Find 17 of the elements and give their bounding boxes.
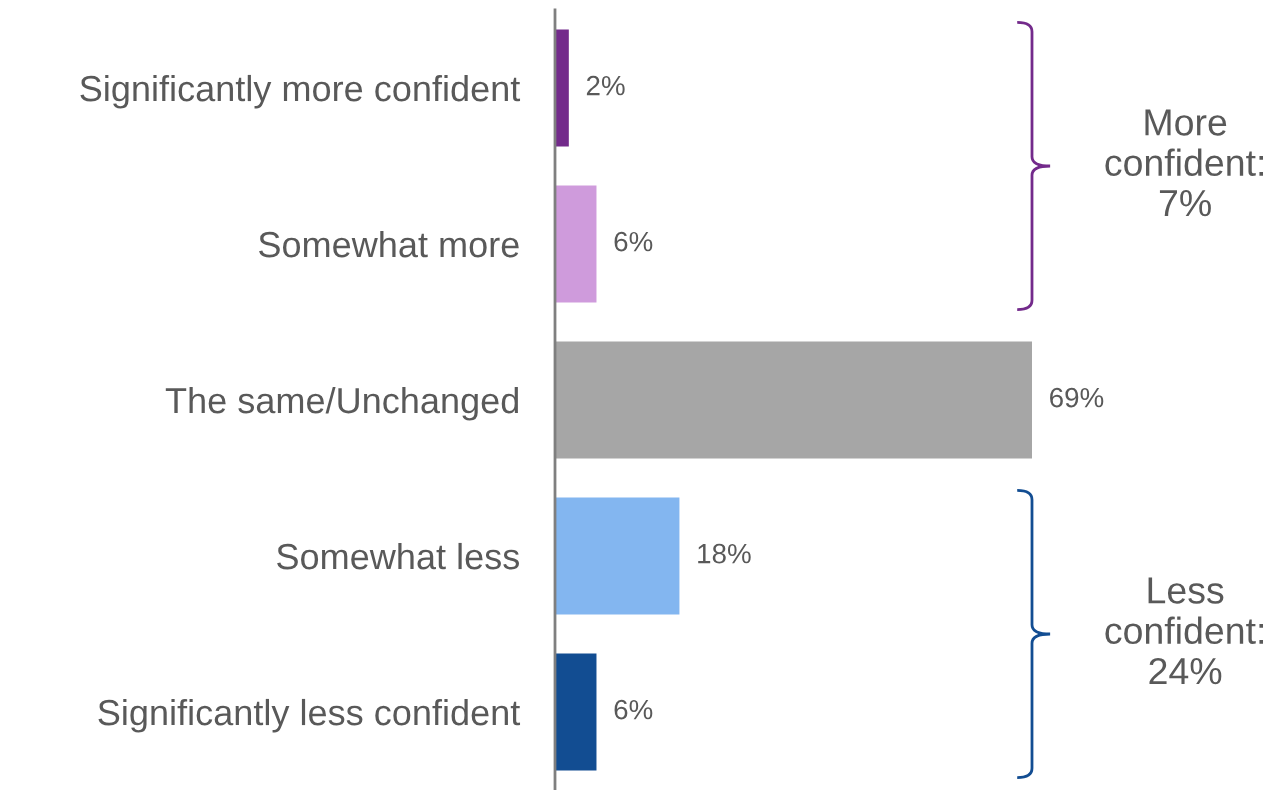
bar [555, 29, 569, 147]
bar [555, 341, 1032, 459]
bar [555, 653, 597, 771]
y-tick-label: Significantly less confident [98, 698, 521, 733]
y-tick-label: Significantly more confident [80, 74, 521, 109]
data-label: 6% [614, 231, 653, 252]
y-tick-label: Somewhat more [259, 230, 519, 258]
bar [555, 185, 597, 303]
data-label: 6% [614, 699, 653, 720]
y-tick-label: Somewhat less [277, 542, 519, 570]
data-label: 69% [1050, 387, 1104, 408]
bar [555, 497, 680, 615]
text: Less confident: 24% [1105, 577, 1264, 685]
y-tick-label: The same/Unchanged [165, 386, 518, 421]
data-label: 18% [698, 543, 751, 564]
data-label: 2% [586, 75, 625, 96]
text: More confident: 7% [1105, 109, 1264, 217]
